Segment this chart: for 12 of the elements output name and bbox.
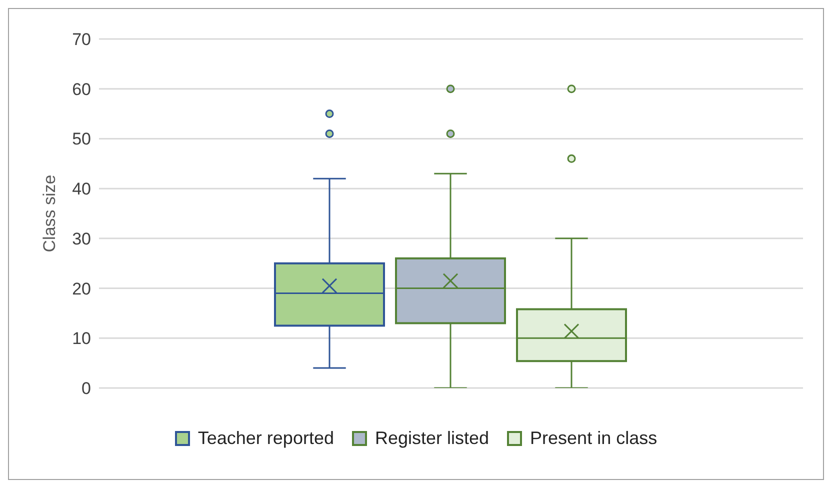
legend-label: Present in class (530, 428, 658, 449)
y-tick-label: 60 (72, 80, 91, 99)
y-tick-label: 0 (82, 379, 91, 398)
y-tick-label: 70 (72, 30, 91, 50)
y-axis-title: Class size (40, 174, 60, 252)
y-tick-label: 30 (72, 229, 91, 248)
y-tick-label: 50 (72, 130, 91, 149)
y-tick-label: 40 (72, 180, 91, 199)
legend-label: Register listed (374, 428, 490, 449)
y-tick-label: 10 (72, 329, 91, 348)
y-tick-label: 20 (72, 279, 91, 298)
legend-label: Teacher reported (198, 428, 334, 449)
